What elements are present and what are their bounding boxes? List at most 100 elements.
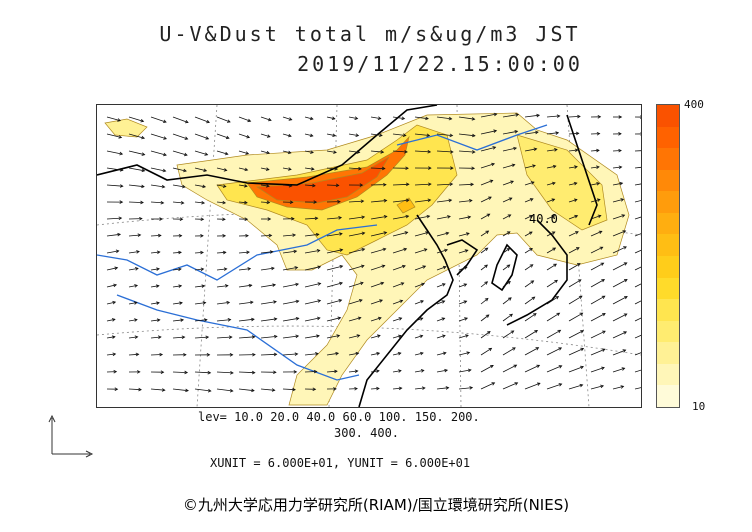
wind-vector-head xyxy=(513,146,518,151)
wind-vector-head xyxy=(339,264,344,269)
wind-vector xyxy=(238,318,255,322)
wind-vector xyxy=(282,300,299,305)
wind-vector-head xyxy=(266,150,271,155)
wind-vector xyxy=(436,369,448,373)
wind-vector-head xyxy=(204,152,209,156)
wind-vector xyxy=(546,365,562,373)
wind-vector xyxy=(260,284,276,288)
wind-vector-head xyxy=(203,168,208,172)
wind-vector xyxy=(546,132,559,135)
wind-vector-head xyxy=(602,313,606,317)
wind-vector-head xyxy=(223,267,228,271)
wind-vector xyxy=(590,262,604,271)
wind-vector-head xyxy=(224,284,229,288)
wind-vector-head xyxy=(184,370,189,375)
wind-vector xyxy=(348,299,363,305)
wind-vector-head xyxy=(335,351,340,356)
wind-vector xyxy=(568,348,584,356)
wind-vector xyxy=(128,302,137,305)
wind-vector xyxy=(150,268,160,271)
wind-vector xyxy=(282,388,296,391)
wind-vector-head xyxy=(180,318,185,322)
wind-vector xyxy=(326,133,336,137)
wind-vector-head xyxy=(471,133,476,138)
wind-vector-head xyxy=(379,133,383,137)
colorbar-segment xyxy=(657,126,679,149)
wind-vector xyxy=(128,336,138,339)
wind-vector xyxy=(150,167,166,172)
wind-vector xyxy=(304,250,320,254)
contour-label: 40.0 xyxy=(529,212,558,226)
wind-vector xyxy=(436,216,451,220)
wind-vector xyxy=(370,299,383,305)
wind-vector-head xyxy=(112,300,117,305)
dust-map-canvas: 40.0 xyxy=(97,105,641,407)
wind-vector-head xyxy=(402,264,406,269)
wind-vector xyxy=(282,133,292,137)
wind-vector xyxy=(436,283,446,288)
wind-vector xyxy=(370,116,381,119)
colorbar-segment xyxy=(657,212,679,235)
wind-vector xyxy=(326,150,337,153)
wind-vector-head xyxy=(468,198,473,203)
wind-vector xyxy=(172,150,188,156)
wind-vector-head xyxy=(334,167,339,171)
wind-vector-head xyxy=(427,198,432,203)
wind-vector-head xyxy=(552,164,557,169)
wind-vector-head xyxy=(159,352,164,357)
wind-vector-head xyxy=(528,231,533,235)
wind-vector xyxy=(216,285,228,288)
wind-vector xyxy=(304,167,314,170)
wind-vector xyxy=(282,353,298,356)
wind-vector xyxy=(414,183,431,186)
wind-vector xyxy=(480,113,497,118)
wind-vector xyxy=(480,298,489,305)
wind-vector-head xyxy=(134,267,139,271)
wind-vector xyxy=(106,336,115,339)
wind-vector-head xyxy=(114,266,119,271)
wind-vector xyxy=(282,267,298,271)
wind-vector xyxy=(546,279,558,288)
wind-vector xyxy=(238,201,248,204)
wind-vector xyxy=(392,116,405,119)
wind-vector xyxy=(106,250,119,254)
wind-vector-head xyxy=(317,265,322,269)
wind-vector-head xyxy=(508,297,512,301)
wind-vector-head xyxy=(360,264,365,269)
wind-vector xyxy=(216,201,226,204)
wind-vector xyxy=(194,302,206,305)
wind-vector-head xyxy=(419,351,424,356)
wind-vector-head xyxy=(380,281,385,286)
coastlines xyxy=(97,105,598,407)
wind-vector xyxy=(194,371,211,374)
wind-vector-head xyxy=(397,351,402,356)
wind-vector xyxy=(194,116,210,123)
wind-vector xyxy=(348,200,364,203)
wind-vector-head xyxy=(450,150,454,154)
wind-vector xyxy=(282,184,292,187)
wind-vector-head xyxy=(288,167,292,171)
wind-vector xyxy=(568,263,581,271)
colorbar-min-label: 10 xyxy=(692,400,706,413)
wind-vector xyxy=(238,388,255,392)
wind-vector xyxy=(128,167,145,172)
wind-vector xyxy=(546,247,556,254)
colorbar-segment xyxy=(657,320,679,343)
wind-vector xyxy=(370,388,380,390)
wind-vector-head xyxy=(466,232,470,236)
wind-vector xyxy=(436,150,453,153)
wind-vector-head xyxy=(201,284,206,288)
wind-vector xyxy=(348,248,365,254)
wind-vector-head xyxy=(428,182,432,186)
wind-vector-head xyxy=(115,249,120,254)
wind-vector xyxy=(326,167,338,170)
wind-vector-head xyxy=(618,132,622,136)
wind-vector xyxy=(546,383,562,390)
wind-vector-head xyxy=(178,233,183,238)
wind-vector-head xyxy=(558,383,563,387)
wind-vector xyxy=(480,347,492,356)
wind-vector xyxy=(612,349,626,356)
wind-vector xyxy=(524,280,534,288)
wind-vector-head xyxy=(400,282,405,286)
wind-vector xyxy=(524,347,539,356)
